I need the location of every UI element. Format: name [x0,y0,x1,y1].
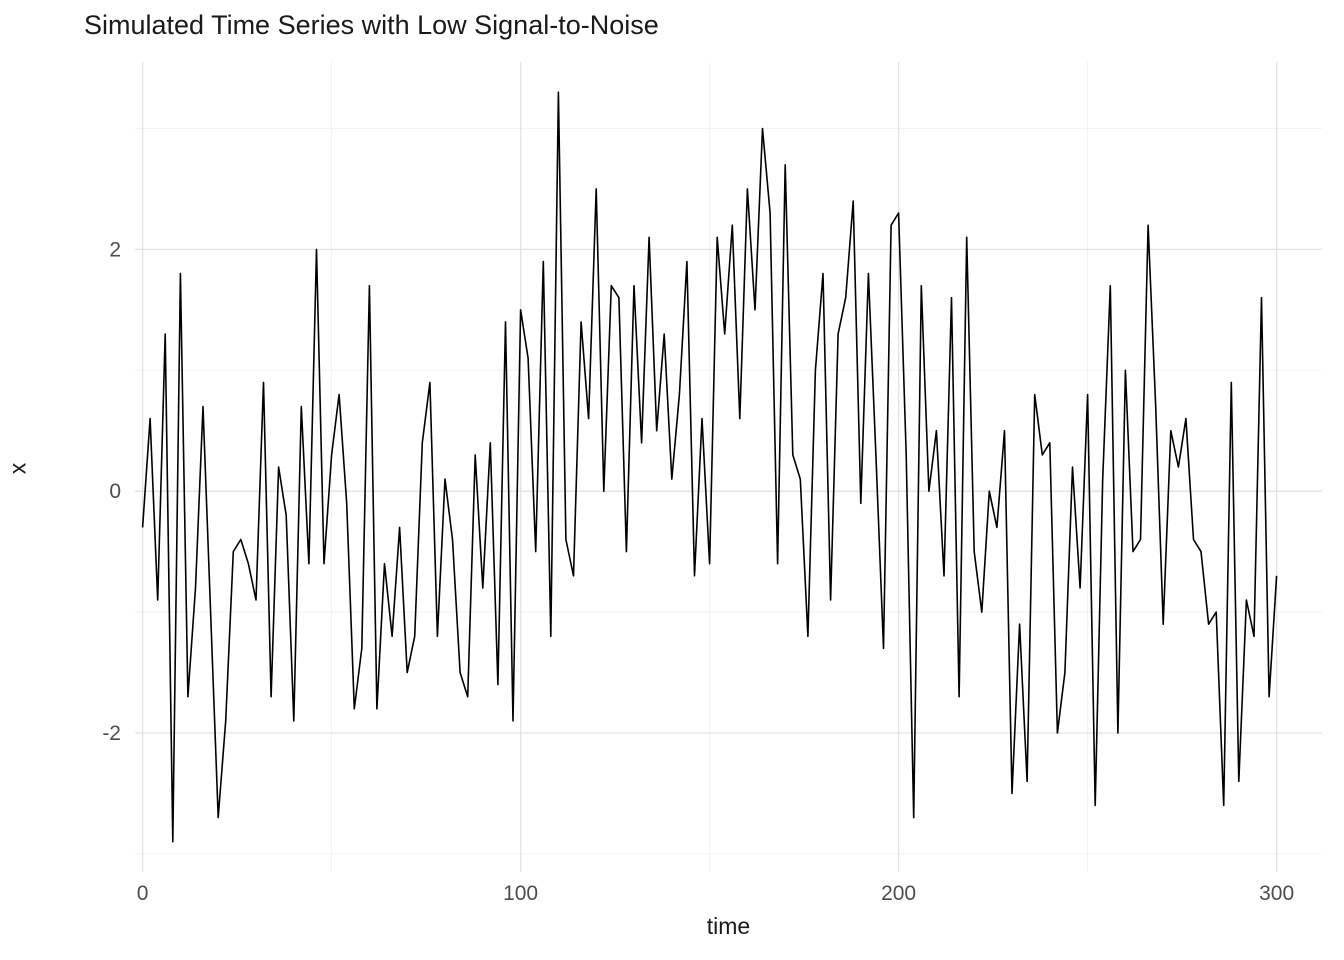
time-series-line [141,91,1278,843]
x-tick-label: 0 [137,882,149,905]
x-tick-label: 200 [881,882,916,905]
y-tick-label: 0 [109,480,121,503]
chart-title: Simulated Time Series with Low Signal-to… [84,10,659,40]
y-tick-label: 2 [109,238,121,261]
x-axis-title: time [706,913,751,939]
y-axis-title: x [4,462,31,475]
x-tick-label: 100 [503,882,538,905]
y-tick-label: -2 [102,722,121,745]
x-tick-label: 300 [1259,882,1294,905]
